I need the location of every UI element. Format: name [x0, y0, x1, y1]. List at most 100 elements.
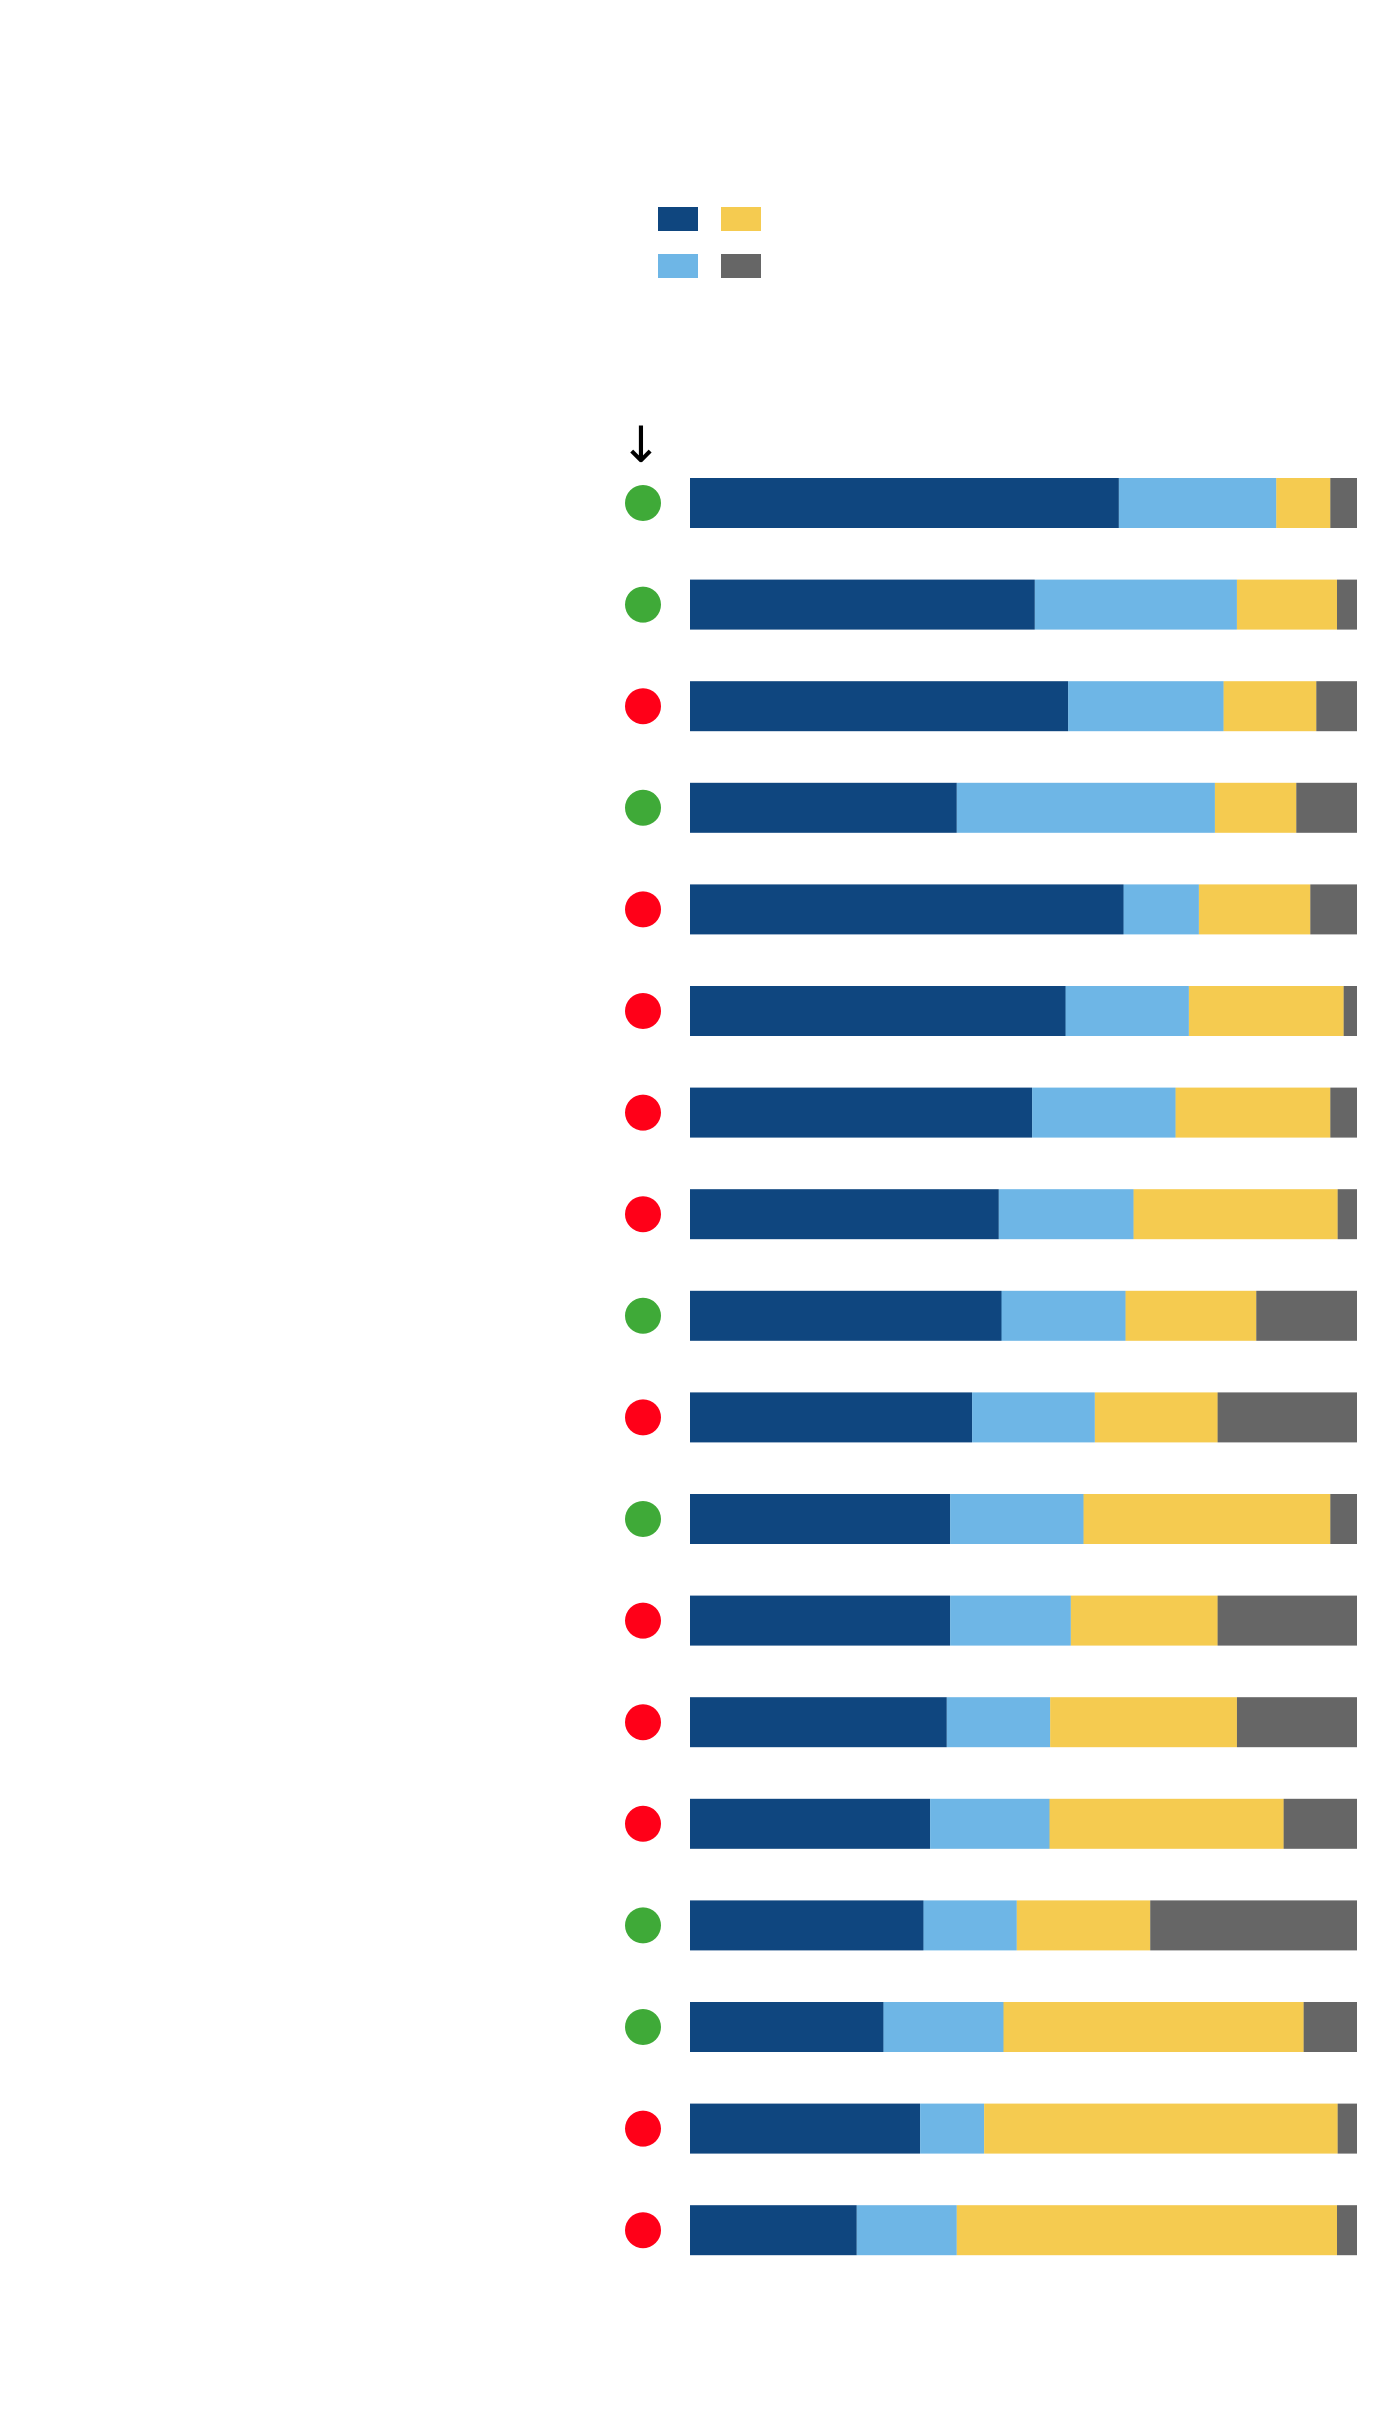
sort-arrow-icon: ↓	[620, 416, 662, 474]
bar-segment-series-3	[1175, 1087, 1331, 1138]
bar-segment-series-4	[1330, 478, 1357, 528]
legend	[658, 207, 761, 278]
bar-row	[625, 1290, 1357, 1341]
bar-rows	[625, 478, 1357, 2256]
bar-row	[625, 1798, 1357, 1849]
status-dot-red	[625, 2212, 661, 2249]
bar-row	[625, 681, 1357, 732]
bar-segment-series-1	[690, 1900, 924, 1951]
bar-segment-series-2	[950, 1595, 1071, 1646]
bar-segment-series-3	[1070, 1595, 1218, 1646]
status-dot-red	[625, 1602, 661, 1639]
bar-segment-series-2	[972, 1392, 1095, 1443]
bar-segment-series-1	[690, 1087, 1033, 1138]
bar-row	[625, 2103, 1357, 2154]
bar-row	[625, 478, 1357, 528]
bar-segment-series-3	[1049, 1798, 1284, 1849]
legend-swatch-2	[658, 254, 698, 278]
bar-segment-series-4	[1296, 782, 1357, 833]
bar-row	[625, 1595, 1357, 1646]
bar-segment-series-2	[1068, 681, 1224, 732]
bar-segment-series-1	[690, 1189, 999, 1240]
status-dot-red	[625, 2110, 661, 2147]
bar-segment-series-3	[1133, 1189, 1338, 1240]
bar-segment-series-4	[1330, 1087, 1357, 1138]
bar-segment-series-3	[1003, 2002, 1304, 2052]
bar-segment-series-2	[1034, 579, 1237, 630]
status-dot-red	[625, 1399, 661, 1436]
bar-segment-series-2	[956, 782, 1215, 833]
status-dot-green	[625, 1501, 661, 1537]
bar-segment-series-3	[1083, 1494, 1331, 1544]
bar-segment-series-2	[1032, 1087, 1176, 1138]
bar-segment-series-1	[690, 1697, 947, 1748]
bar-row	[625, 1494, 1357, 1544]
bar-segment-series-1	[690, 1494, 951, 1544]
bar-segment-series-2	[1001, 1290, 1126, 1341]
status-dot-red	[625, 891, 661, 928]
bar-segment-series-3	[1236, 579, 1337, 630]
bar-segment-series-4	[1283, 1798, 1357, 1849]
bar-segment-series-2	[1123, 884, 1199, 935]
bar-segment-series-2	[923, 1900, 1017, 1951]
status-dot-green	[625, 1297, 661, 1334]
status-dot-green	[625, 2009, 661, 2045]
bar-segment-series-1	[690, 1290, 1002, 1341]
status-dot-red	[625, 993, 661, 1029]
bar-row	[625, 1392, 1357, 1443]
bar-segment-series-2	[998, 1189, 1134, 1240]
bar-segment-series-4	[1336, 579, 1357, 630]
bar-segment-series-1	[690, 986, 1066, 1036]
bar-segment-series-4	[1150, 1900, 1357, 1951]
legend-swatch-1	[658, 207, 698, 231]
bar-segment-series-2	[950, 1494, 1084, 1544]
status-dot-green	[625, 789, 661, 826]
bar-segment-series-1	[690, 782, 957, 833]
bar-segment-series-4	[1310, 884, 1357, 935]
legend-swatch-3	[721, 207, 761, 231]
bar-segment-series-4	[1330, 1494, 1357, 1544]
bar-row	[625, 1189, 1357, 1240]
bar-segment-series-4	[1336, 2205, 1357, 2256]
bar-row	[625, 1087, 1357, 1138]
bar-segment-series-1	[690, 1392, 973, 1443]
bar-segment-series-1	[690, 884, 1124, 935]
bar-segment-series-4	[1316, 681, 1357, 732]
bar-segment-series-3	[956, 2205, 1337, 2256]
bar-segment-series-3	[1198, 884, 1311, 935]
bar-segment-series-2	[1118, 478, 1277, 528]
bar-segment-series-1	[690, 2205, 857, 2256]
legend-swatch-4	[721, 254, 761, 278]
status-dot-red	[625, 1094, 661, 1131]
bar-segment-series-2	[883, 2002, 1004, 2052]
bar-segment-series-4	[1303, 2002, 1357, 2052]
bar-segment-series-1	[690, 2002, 884, 2052]
bar-segment-series-3	[1276, 478, 1331, 528]
bar-segment-series-2	[920, 2103, 985, 2154]
bar-segment-series-3	[1223, 681, 1317, 732]
bar-row	[625, 782, 1357, 833]
bar-segment-series-3	[1214, 782, 1297, 833]
bar-segment-series-1	[690, 2103, 921, 2154]
bar-segment-series-4	[1337, 1189, 1357, 1240]
bar-row	[625, 2002, 1357, 2052]
status-dot-red	[625, 1704, 661, 1741]
bar-segment-series-1	[690, 1798, 931, 1849]
bar-segment-series-3	[1125, 1290, 1257, 1341]
bar-segment-series-2	[1065, 986, 1189, 1036]
bar-segment-series-3	[984, 2103, 1338, 2154]
bar-segment-series-3	[1188, 986, 1344, 1036]
bar-segment-series-1	[690, 681, 1069, 732]
bar-segment-series-1	[690, 478, 1119, 528]
status-dot-red	[625, 1196, 661, 1233]
status-dot-red	[625, 688, 661, 725]
bar-row	[625, 884, 1357, 935]
bar-row	[625, 1900, 1357, 1951]
status-dot-green	[625, 485, 661, 521]
bar-segment-series-2	[856, 2205, 957, 2256]
bar-segment-series-4	[1217, 1392, 1357, 1443]
bar-row	[625, 579, 1357, 630]
status-dot-green	[625, 586, 661, 623]
